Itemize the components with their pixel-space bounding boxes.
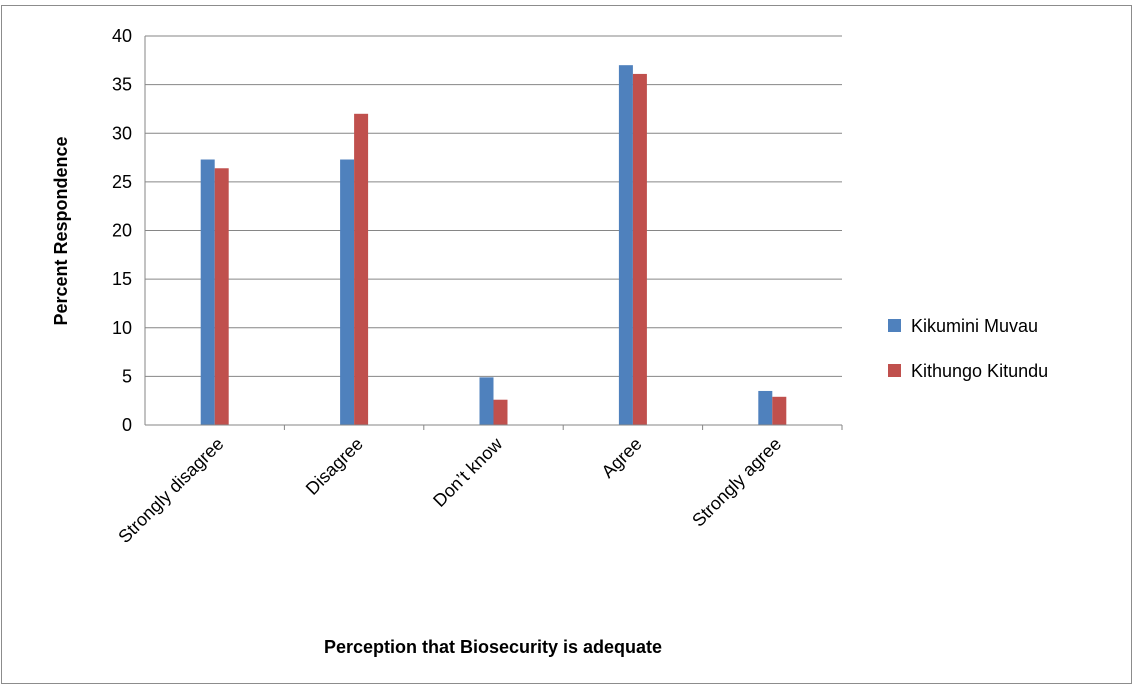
x-tick-label: Agree [598,434,646,482]
bar-kithungo-kitundu [214,168,229,425]
y-tick-label: 30 [112,123,132,143]
x-tick-label: Strongly agree [688,434,785,531]
x-tick-label: Don’t know [429,433,507,511]
y-tick-label: 35 [112,75,132,95]
bar-kikumini-muvau [758,390,773,425]
legend-swatch [888,364,901,377]
x-tick-labels: Strongly disagree Disagree Don’t know Agree… [114,433,785,547]
bar-kithungo-kitundu [772,396,787,425]
x-tick-label: Disagree [302,434,367,499]
y-tick-label: 20 [112,221,132,241]
legend-label: Kikumini Muvau [911,316,1038,336]
gridlines [145,35,842,377]
x-axis-label: Perception that Biosecurity is adequate [324,637,662,657]
y-axis-label: Percent Respondence [51,136,71,325]
bar-kithungo-kitundu [493,399,508,425]
axes [144,36,843,430]
y-tick-label: 0 [122,415,132,435]
bar-kithungo-kitundu [354,113,369,426]
y-tick-label: 15 [112,269,132,289]
bar-kikumini-muvau [200,159,215,425]
y-tick-label: 40 [112,26,132,46]
y-tick-label: 25 [112,172,132,192]
bar-kithungo-kitundu [632,73,647,426]
legend-label: Kithungo Kitundu [911,361,1048,381]
x-tick-label: Strongly disagree [114,434,227,547]
y-tick-label: 5 [122,366,132,386]
legend-swatch [888,319,901,332]
bar-kikumini-muvau [618,65,633,426]
bar-kikumini-muvau [479,377,494,425]
y-tick-labels: 0 5 10 15 20 25 30 35 40 [112,26,132,435]
legend: Kikumini Muvau Kithungo Kitundu [888,316,1048,381]
bar-kikumini-muvau [340,159,355,425]
bars [200,65,787,426]
y-tick-label: 10 [112,318,132,338]
chart-frame [1,5,1132,684]
